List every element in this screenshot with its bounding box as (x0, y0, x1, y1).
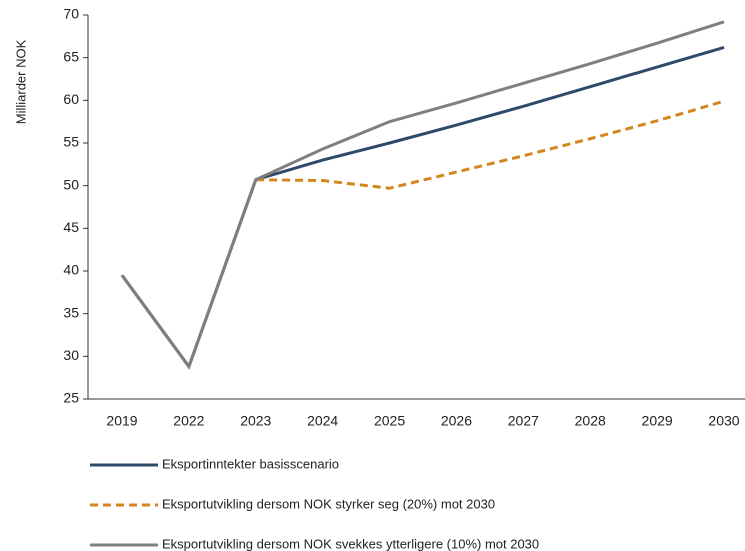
y-tick-label: 60 (63, 91, 79, 107)
x-tick-label: 2026 (441, 413, 472, 429)
y-tick-label: 25 (63, 390, 79, 406)
y-tick-label: 50 (63, 176, 79, 192)
legend-label: Eksportutvikling dersom NOK svekkes ytte… (162, 536, 539, 551)
x-tick-label: 2019 (106, 413, 137, 429)
series-line (120, 99, 725, 370)
y-tick-label: 35 (63, 304, 79, 320)
x-tick-label: 2022 (173, 413, 204, 429)
series-line (120, 20, 725, 370)
legend-label: Eksportutvikling dersom NOK styrker seg … (162, 496, 495, 511)
x-tick-label: 2029 (642, 413, 673, 429)
x-tick-label: 2027 (508, 413, 539, 429)
y-tick-label: 65 (63, 48, 79, 64)
x-tick-label: 2025 (374, 413, 405, 429)
y-tick-label: 40 (63, 262, 79, 278)
y-tick-label: 70 (63, 6, 79, 22)
x-tick-label: 2028 (575, 413, 606, 429)
y-tick-label: 55 (63, 134, 79, 150)
legend-label: Eksportinntekter basisscenario (162, 456, 339, 471)
series-line (120, 45, 725, 370)
x-tick-label: 2023 (240, 413, 271, 429)
y-tick-label: 45 (63, 219, 79, 235)
x-tick-label: 2030 (708, 413, 739, 429)
y-axis-label: Milliarder NOK (13, 39, 28, 124)
x-tick-label: 2024 (307, 413, 338, 429)
y-tick-label: 30 (63, 347, 79, 363)
